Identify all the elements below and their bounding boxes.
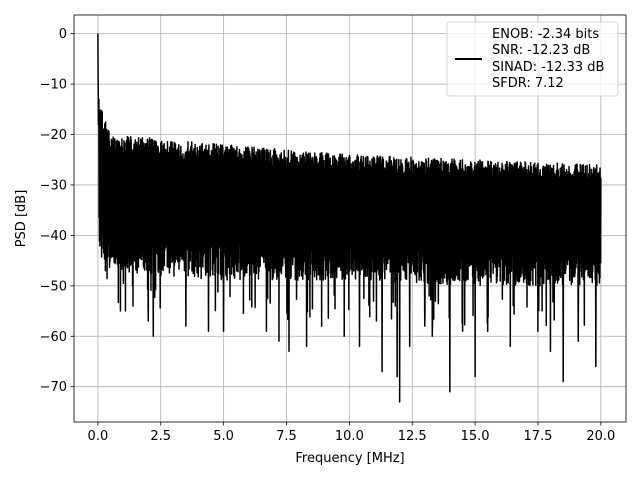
y-axis-label: PSD [dB]: [14, 190, 29, 248]
legend-line-enob: ENOB: -2.34 bits: [492, 27, 599, 42]
x-tick-label: 2.5: [150, 429, 171, 444]
y-tick-label: 0: [59, 27, 67, 42]
legend: ENOB: -2.34 bits SNR: -12.23 dB SINAD: -…: [446, 21, 619, 97]
x-tick-label: 15.0: [461, 429, 490, 444]
series-layer: [97, 33, 602, 403]
x-tick-label: 0.0: [88, 429, 109, 444]
legend-line-sinad: SINAD: -12.33 dB: [492, 60, 604, 75]
y-tick-label: −50: [40, 279, 67, 294]
x-tick-label: 10.0: [335, 429, 364, 444]
legend-box: [446, 21, 619, 97]
y-axis-ticks: 0 −10 −20 −30 −40 −50 −60 −70: [40, 27, 74, 395]
x-tick-label: 12.5: [398, 429, 427, 444]
plot-frame: [73, 14, 627, 423]
x-axis-ticks: 0.0 2.5 5.0 7.5 10.0 12.5 15.0 17.5 20.0: [88, 422, 615, 444]
y-tick-label: −70: [40, 380, 67, 395]
y-tick-label: −10: [40, 78, 67, 93]
y-tick-label: −40: [40, 229, 67, 244]
legend-line-snr: SNR: -12.23 dB: [492, 43, 590, 58]
legend-line-sfdr: SFDR: 7.12: [492, 76, 564, 91]
y-tick-label: −20: [40, 128, 67, 143]
x-tick-label: 17.5: [524, 429, 553, 444]
x-tick-label: 7.5: [276, 429, 297, 444]
y-tick-label: −30: [40, 178, 67, 193]
x-tick-label: 20.0: [586, 429, 615, 444]
psd-series-line: [97, 33, 602, 403]
x-axis-label: Frequency [MHz]: [295, 451, 404, 466]
x-tick-label: 5.0: [213, 429, 234, 444]
y-tick-label: −60: [40, 330, 67, 345]
